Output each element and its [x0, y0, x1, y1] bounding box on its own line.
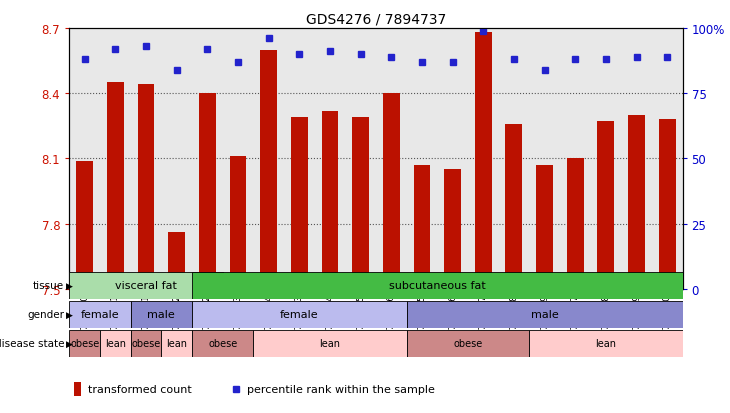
- Text: ▶: ▶: [66, 339, 72, 348]
- Bar: [69, 330, 100, 357]
- Text: percentile rank within the sample: percentile rank within the sample: [247, 384, 434, 394]
- Text: lean: lean: [320, 338, 340, 348]
- Bar: [658, 120, 676, 289]
- Text: ▶: ▶: [66, 281, 72, 290]
- Bar: [192, 330, 253, 357]
- Bar: [407, 301, 683, 328]
- Text: male: male: [147, 309, 175, 319]
- Bar: [69, 301, 131, 328]
- Text: ▶: ▶: [66, 310, 72, 319]
- Text: female: female: [81, 309, 119, 319]
- Bar: [413, 166, 431, 289]
- Bar: [566, 159, 584, 289]
- Text: obese: obese: [131, 338, 161, 348]
- Bar: [192, 301, 407, 328]
- Bar: [383, 94, 400, 289]
- Text: lean: lean: [166, 338, 187, 348]
- Bar: [168, 233, 185, 289]
- Bar: [69, 272, 223, 299]
- Bar: [192, 272, 683, 299]
- Text: subcutaneous fat: subcutaneous fat: [389, 280, 485, 290]
- Bar: [505, 124, 523, 289]
- Bar: [407, 330, 529, 357]
- Text: visceral fat: visceral fat: [115, 280, 177, 290]
- Text: gender: gender: [27, 309, 64, 319]
- Bar: [131, 330, 161, 357]
- Text: GDS4276 / 7894737: GDS4276 / 7894737: [306, 12, 446, 26]
- Bar: [76, 161, 93, 289]
- Bar: [253, 330, 407, 357]
- Text: female: female: [280, 309, 318, 319]
- Bar: [260, 50, 277, 289]
- Bar: [597, 122, 615, 289]
- Bar: [131, 301, 192, 328]
- Text: disease state: disease state: [0, 338, 64, 348]
- Text: lean: lean: [596, 338, 616, 348]
- Bar: [291, 118, 308, 289]
- Bar: [536, 166, 553, 289]
- Bar: [444, 170, 461, 289]
- Text: lean: lean: [105, 338, 126, 348]
- Text: obese: obese: [208, 338, 237, 348]
- Text: transformed count: transformed count: [88, 384, 191, 394]
- Bar: [229, 157, 247, 289]
- Bar: [529, 330, 683, 357]
- Bar: [161, 330, 192, 357]
- Bar: [74, 382, 81, 396]
- Bar: [352, 118, 369, 289]
- Bar: [199, 94, 216, 289]
- Text: obese: obese: [453, 338, 483, 348]
- Bar: [321, 111, 339, 289]
- Bar: [137, 85, 155, 289]
- Bar: [628, 116, 645, 289]
- Bar: [107, 83, 124, 289]
- Text: male: male: [531, 309, 558, 319]
- Bar: [474, 33, 492, 289]
- Bar: [100, 330, 131, 357]
- Text: obese: obese: [70, 338, 99, 348]
- Text: tissue: tissue: [33, 280, 64, 290]
